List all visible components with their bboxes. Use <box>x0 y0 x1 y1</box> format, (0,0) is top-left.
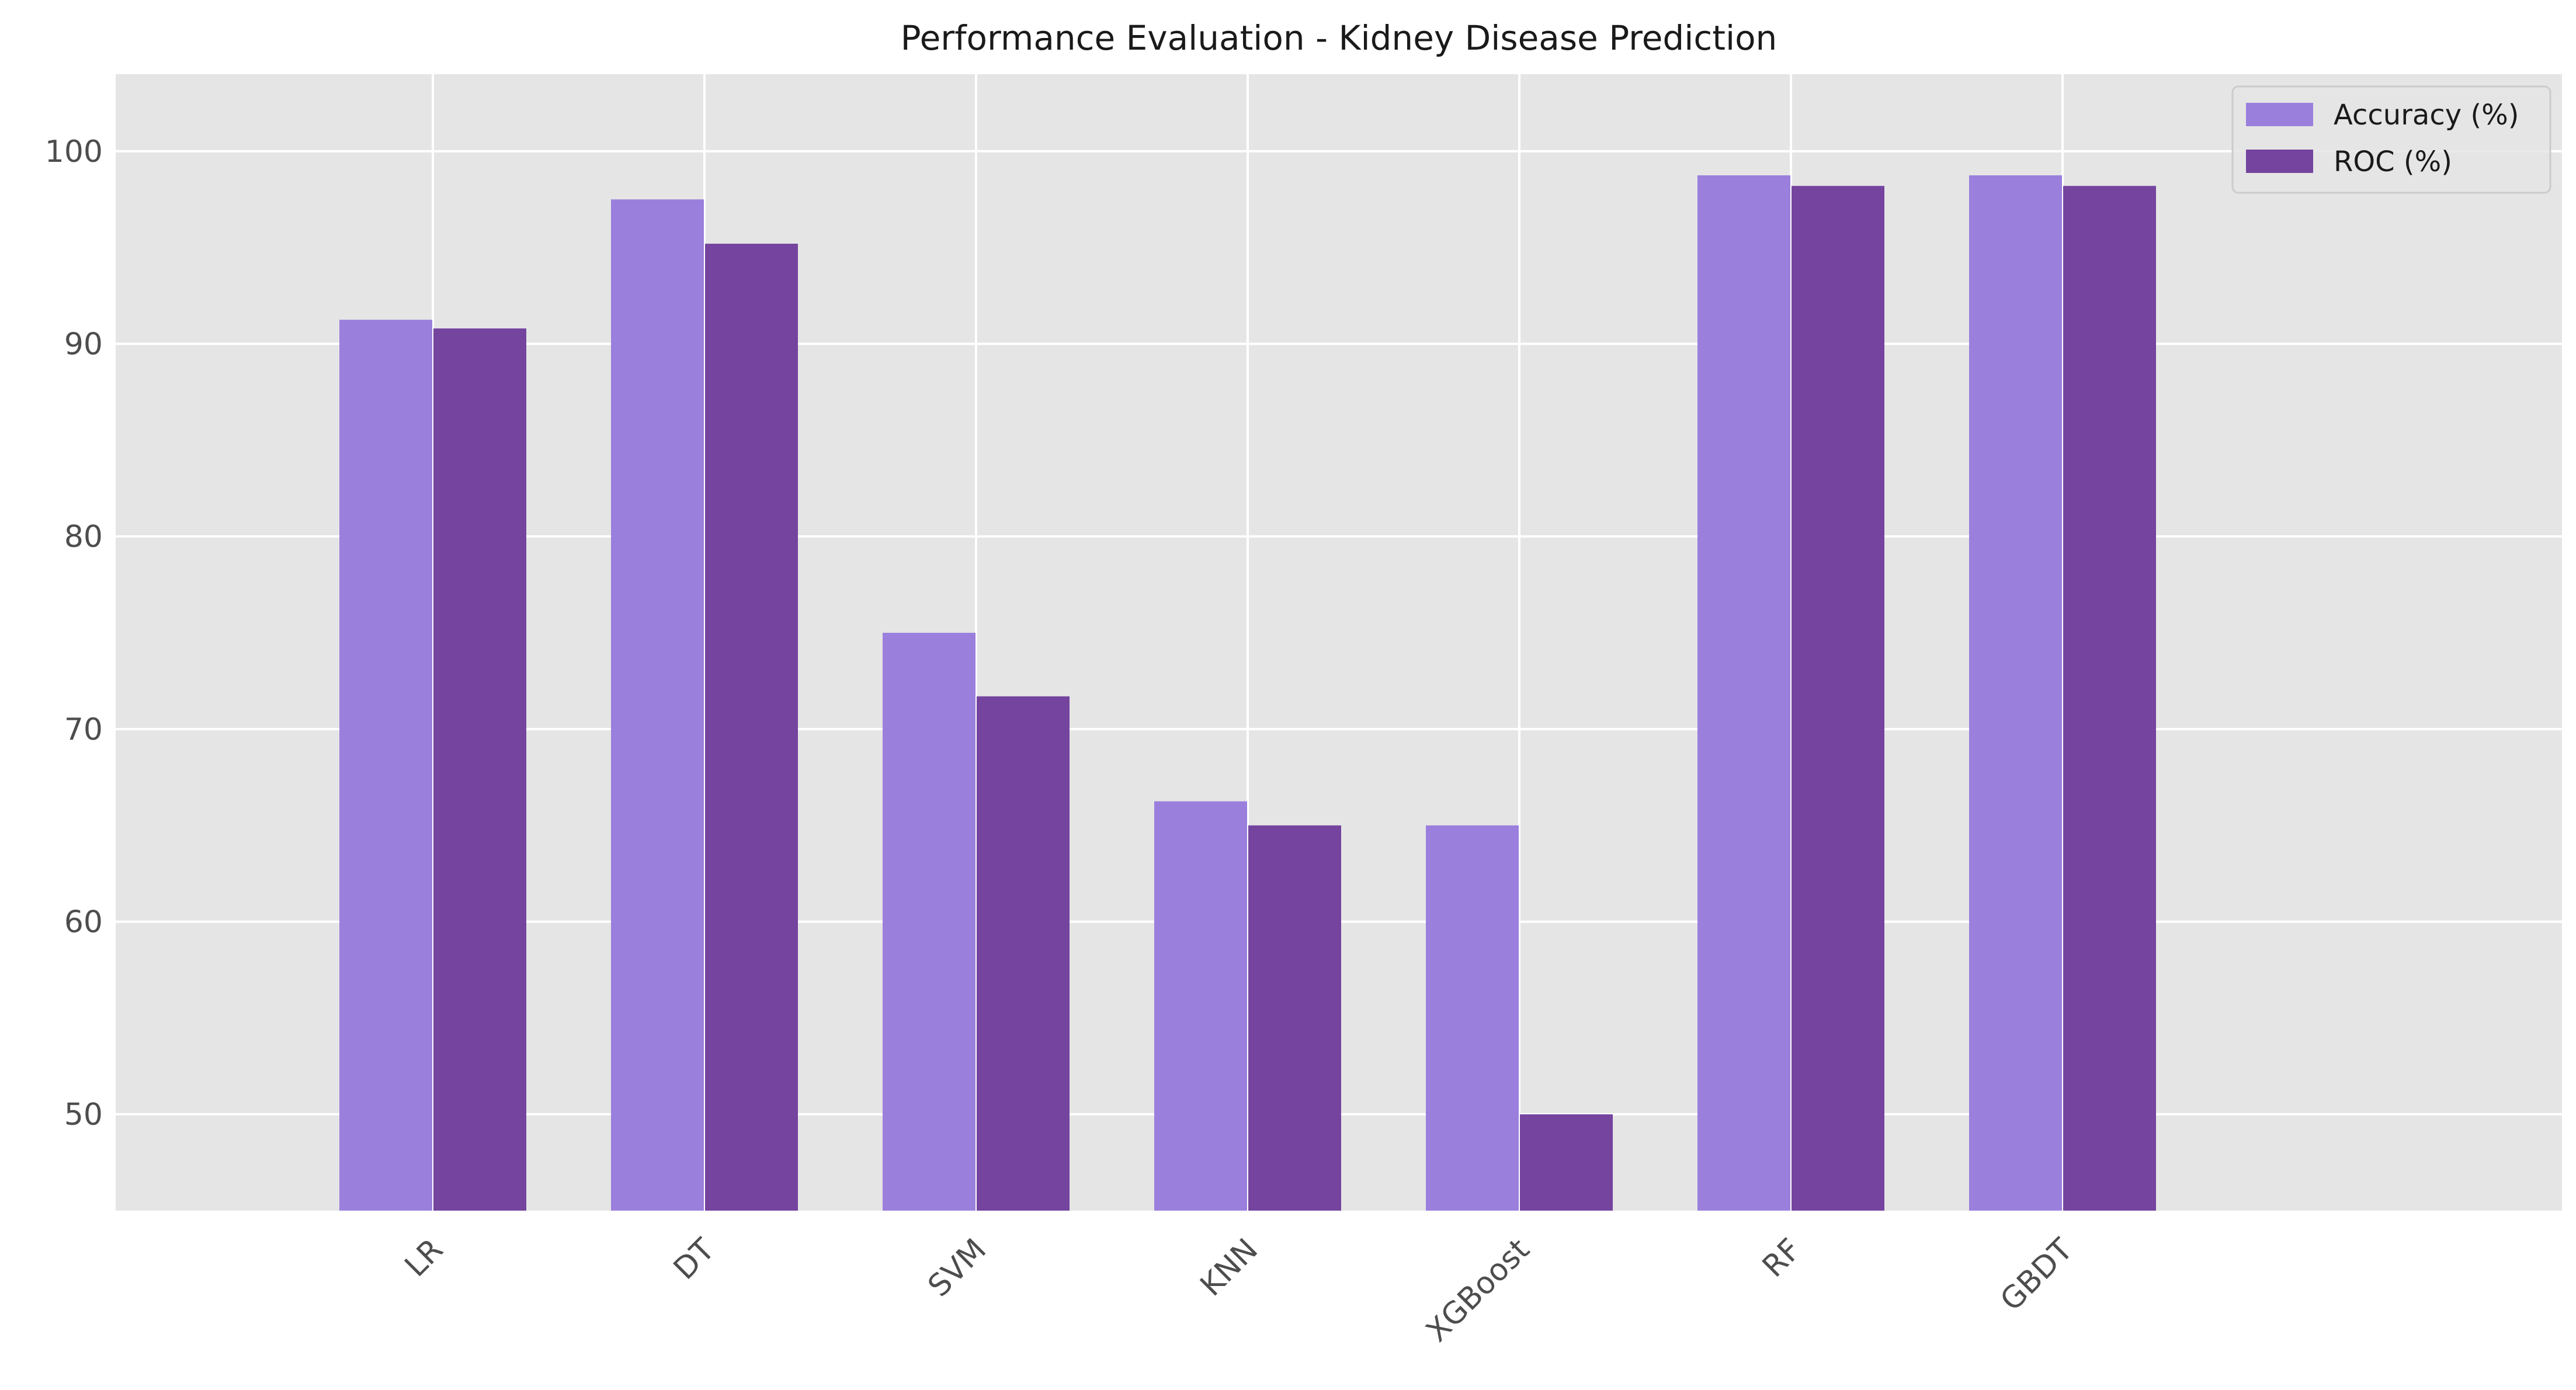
x-tick-label: LR <box>398 1232 450 1284</box>
y-tick-label: 60 <box>64 905 103 940</box>
bar-layer <box>339 175 2156 1211</box>
legend-label-roc: ROC (%) <box>2334 145 2452 178</box>
bar-accuracy-rf <box>1697 175 1790 1211</box>
bar-roc-dt <box>705 244 798 1211</box>
bar-roc-rf <box>1792 186 1884 1211</box>
bar-accuracy-lr <box>339 320 432 1211</box>
y-tick-label: 50 <box>64 1097 103 1132</box>
x-tick-label: DT <box>667 1232 721 1287</box>
chart-title: Performance Evaluation - Kidney Disease … <box>901 18 1777 58</box>
x-tick-label: RF <box>1756 1232 1808 1284</box>
bar-accuracy-gbdt <box>1969 175 2062 1211</box>
bar-accuracy-xgboost <box>1426 825 1519 1211</box>
x-tick-label: GBDT <box>1994 1232 2079 1318</box>
x-tick-label: KNN <box>1194 1232 1265 1304</box>
y-tick-label: 80 <box>64 519 103 554</box>
bar-roc-gbdt <box>2063 186 2156 1211</box>
bar-roc-lr <box>433 328 526 1211</box>
legend: Accuracy (%) ROC (%) <box>2231 85 2551 194</box>
bar-accuracy-svm <box>883 633 975 1211</box>
bar-accuracy-knn <box>1154 801 1247 1211</box>
bar-roc-knn <box>1248 825 1341 1211</box>
legend-label-accuracy: Accuracy (%) <box>2334 99 2519 131</box>
x-tick-label: XGBoost <box>1419 1232 1536 1349</box>
y-tick-label: 90 <box>64 327 103 362</box>
legend-swatch-roc <box>2246 150 2313 173</box>
legend-swatch-accuracy <box>2246 103 2313 126</box>
y-tick-label: 70 <box>64 712 103 747</box>
bar-accuracy-dt <box>611 199 704 1211</box>
y-tick-label: 100 <box>45 134 103 169</box>
bar-roc-svm <box>977 696 1070 1211</box>
bar-roc-xgboost <box>1520 1114 1613 1211</box>
x-tick-label: SVM <box>922 1232 994 1304</box>
